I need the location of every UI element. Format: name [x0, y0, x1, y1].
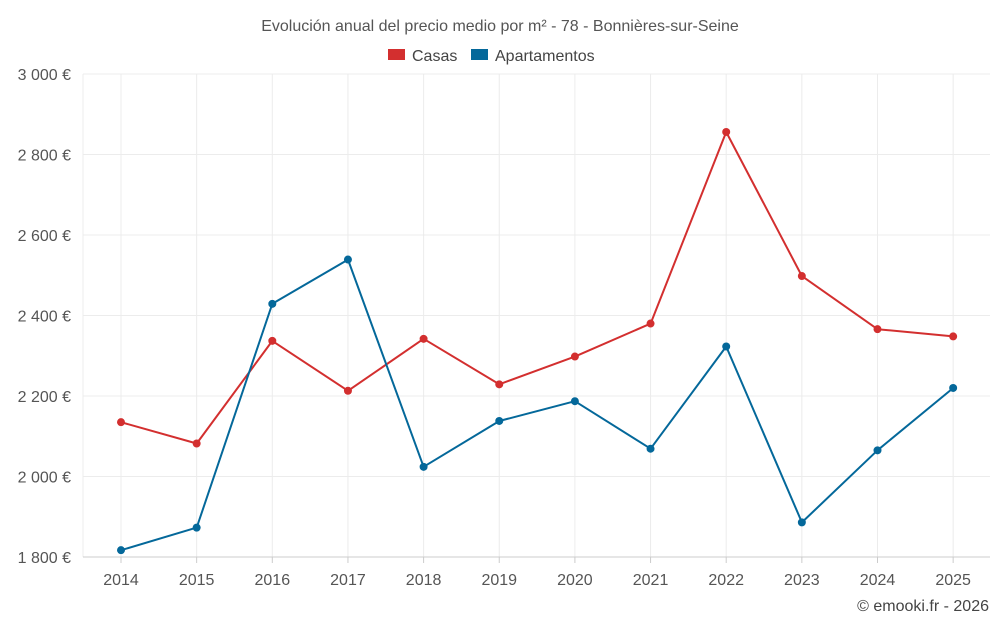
legend-label-apartamentos: Apartamentos [495, 48, 595, 65]
x-tick-label: 2021 [633, 572, 669, 589]
y-tick-label: 1 800 € [18, 550, 71, 567]
legend-swatch-casas [388, 49, 405, 60]
x-tick-label: 2016 [255, 572, 291, 589]
y-tick-label: 2 200 € [18, 389, 71, 406]
data-point-apartamentos[interactable] [949, 383, 958, 392]
x-tick-label: 2015 [179, 572, 215, 589]
data-point-casas[interactable] [343, 386, 352, 395]
x-tick-label: 2025 [935, 572, 971, 589]
data-point-apartamentos[interactable] [117, 546, 125, 555]
data-point-apartamentos[interactable] [570, 397, 579, 406]
data-point-apartamentos[interactable] [873, 446, 882, 455]
legend: Casas Apartamentos [388, 48, 595, 65]
data-point-casas[interactable] [797, 272, 806, 281]
x-tick-label: 2014 [103, 572, 139, 589]
axes: 1 800 € 2 000 € 2 200 € 2 400 € 2 600 € 2 800… [18, 67, 990, 589]
legend-label-casas: Casas [412, 48, 457, 65]
gridlines [82, 73, 990, 558]
x-tick-label: 2018 [406, 572, 442, 589]
x-tick-label: 2019 [481, 572, 517, 589]
data-point-casas[interactable] [117, 418, 125, 427]
legend-swatch-apartamentos [471, 49, 488, 60]
series-line-casas [120, 131, 954, 445]
data-point-apartamentos[interactable] [268, 299, 277, 308]
data-point-casas[interactable] [949, 332, 958, 341]
data-point-apartamentos[interactable] [343, 255, 352, 264]
data-point-apartamentos[interactable] [722, 342, 731, 351]
y-tick-label: 2 000 € [18, 470, 71, 487]
y-tick-label: 2 800 € [18, 148, 71, 165]
data-point-apartamentos[interactable] [646, 444, 655, 453]
x-tick-label: 2017 [330, 572, 366, 589]
data-point-casas[interactable] [419, 334, 428, 343]
series [117, 127, 958, 555]
x-tick-label: 2020 [557, 572, 593, 589]
data-point-casas[interactable] [495, 380, 504, 389]
chart-title: Evolución anual del precio medio por m² … [261, 18, 739, 35]
x-tick-label: 2024 [860, 572, 896, 589]
y-tick-label: 2 400 € [18, 309, 71, 326]
data-point-apartamentos[interactable] [192, 523, 201, 532]
data-point-casas[interactable] [873, 325, 882, 334]
data-point-casas[interactable] [722, 127, 731, 136]
data-point-casas[interactable] [646, 319, 655, 328]
x-tick-label: 2023 [784, 572, 820, 589]
data-point-apartamentos[interactable] [419, 462, 428, 471]
y-tick-label: 3 000 € [18, 67, 71, 84]
credit-text: © emooki.fr - 2026 [857, 598, 989, 615]
x-tick-label: 2022 [708, 572, 744, 589]
data-point-casas[interactable] [268, 336, 277, 345]
series-line-apartamentos [120, 258, 954, 552]
data-point-casas[interactable] [192, 439, 201, 448]
data-point-apartamentos[interactable] [797, 518, 806, 527]
data-point-casas[interactable] [570, 352, 579, 361]
data-point-apartamentos[interactable] [495, 416, 504, 425]
y-tick-label: 2 600 € [18, 228, 71, 245]
